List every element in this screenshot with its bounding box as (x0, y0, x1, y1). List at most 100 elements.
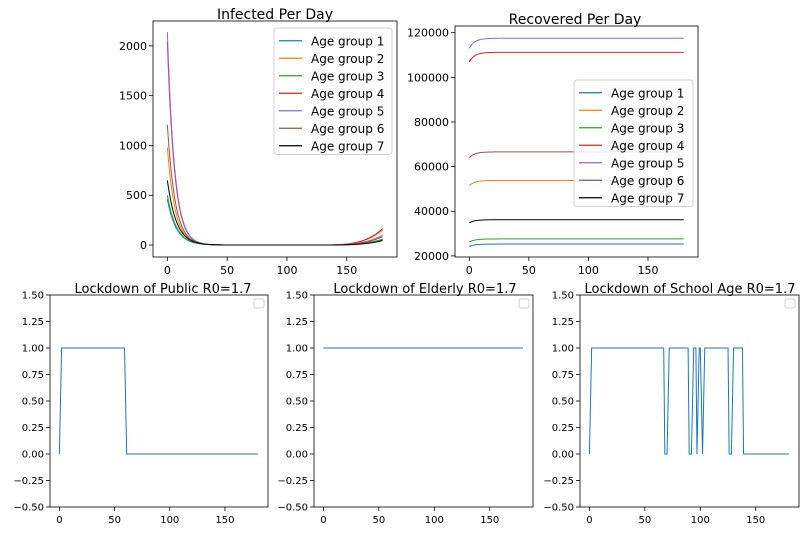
x-tick-label: 0 (164, 264, 171, 277)
title-recovered-per-day: Recovered Per Day (509, 12, 642, 28)
legend-label: Age group 2 (611, 104, 684, 118)
legend-label: Age group 5 (311, 104, 384, 118)
y-tick-label: 0.75 (286, 370, 308, 381)
legend-box-empty (253, 298, 265, 309)
y-tick-label: 1.50 (552, 291, 574, 302)
y-tick-label: 1.50 (22, 291, 44, 302)
y-tick-label: 1.25 (286, 317, 308, 328)
y-tick-label: 0.50 (22, 397, 44, 408)
legend-label: Age group 1 (311, 34, 384, 48)
y-tick-label: 0.00 (286, 450, 308, 461)
y-tick-label: −0.25 (277, 476, 308, 487)
x-tick-label: 150 (336, 264, 357, 277)
x-tick-label: 150 (215, 515, 234, 526)
legend-label: Age group 2 (311, 52, 384, 66)
x-tick-label: 100 (425, 515, 444, 526)
legend-box-empty (784, 298, 796, 309)
x-tick-label: 50 (639, 515, 652, 526)
x-tick-label: 100 (691, 515, 710, 526)
legend-label: Age group 6 (611, 174, 684, 188)
y-tick-label: 1.25 (552, 317, 574, 328)
title-lockdown-elderly: Lockdown of Elderly R0=1.7 (333, 282, 516, 297)
y-tick-label: 0.25 (552, 423, 574, 434)
plot-frame (49, 294, 269, 508)
y-tick-label: 0.00 (22, 450, 44, 461)
x-tick-label: 150 (746, 515, 765, 526)
x-tick-label: 50 (220, 264, 234, 277)
x-tick-label: 150 (480, 515, 499, 526)
y-tick-label: 1.25 (22, 317, 44, 328)
series-line-age-group-7 (166, 180, 383, 246)
series-line-age-group-1 (469, 243, 684, 247)
legend-label: Age group 7 (311, 139, 384, 153)
y-tick-label: 0.75 (552, 370, 574, 381)
x-tick-label: 100 (276, 264, 297, 277)
y-tick-label: 2000 (119, 40, 147, 53)
y-tick-label: 0.50 (552, 397, 574, 408)
y-tick-label: −0.25 (543, 476, 574, 487)
x-tick-label: 0 (56, 515, 62, 526)
legend-label: Age group 4 (311, 87, 384, 101)
legend-label: Age group 5 (611, 156, 684, 170)
x-tick-label: 50 (108, 515, 121, 526)
y-tick-label: 0 (140, 239, 147, 252)
legend-box (573, 79, 694, 207)
chart-lockdown-school-age: Lockdown of School Age R0=1.7 0 50 100 150 −… (543, 282, 800, 526)
chart-lockdown-elderly: Lockdown of Elderly R0=1.7 0 50 100 150 −0.5… (277, 282, 534, 526)
series-line-lockdown (58, 347, 259, 455)
x-tick-label: 0 (586, 515, 592, 526)
series-line-age-group-1 (166, 199, 383, 246)
title-lockdown-public: Lockdown of Public R0=1.7 (75, 282, 252, 297)
y-tick-label: −0.50 (13, 503, 44, 514)
y-tick-label: 20000 (414, 250, 449, 263)
y-tick-label: 0.25 (22, 423, 44, 434)
y-tick-label: −0.50 (277, 503, 308, 514)
y-tick-label: 120000 (407, 27, 449, 40)
y-tick-label: 1.00 (22, 344, 44, 355)
legend-label: Age group 4 (611, 139, 684, 153)
y-tick-label: 80000 (414, 116, 449, 129)
y-tick-label: 0.25 (286, 423, 308, 434)
plot-frame (454, 25, 699, 258)
y-tick-label: −0.50 (543, 503, 574, 514)
plot-frame (313, 294, 534, 508)
y-tick-label: 0.00 (552, 450, 574, 461)
chart-recovered-per-day: Recovered Per Day 0 50 100 150 20000 40000 600… (407, 12, 699, 277)
y-tick-label: 1000 (119, 139, 147, 152)
legend-label: Age group 1 (611, 86, 684, 100)
series-line-age-group-5 (468, 37, 684, 49)
x-tick-label: 0 (466, 264, 473, 277)
y-tick-label: −0.25 (13, 476, 44, 487)
series-line-age-group-3 (166, 195, 383, 246)
y-tick-label: 40000 (414, 205, 449, 218)
legend-label: Age group 3 (611, 121, 684, 135)
legend-label: Age group 6 (311, 122, 384, 136)
series-line-age-group-2 (166, 147, 383, 246)
y-tick-label: 0.75 (22, 370, 44, 381)
y-tick-label: 0.50 (286, 397, 308, 408)
x-tick-label: 100 (160, 515, 179, 526)
y-tick-label: 100000 (407, 71, 449, 84)
series-line-age-group-7 (469, 219, 684, 224)
y-tick-label: 500 (126, 189, 147, 202)
legend-label: Age group 3 (311, 69, 384, 83)
y-tick-label: 60000 (414, 161, 449, 174)
chart-lockdown-public: Lockdown of Public R0=1.7 0 50 100 150 −0.50… (13, 282, 269, 526)
legend-box-empty (518, 298, 530, 309)
plot-frame (152, 20, 398, 258)
x-tick-label: 50 (522, 264, 536, 277)
series-line-age-group-4 (468, 51, 684, 62)
chart-infected-per-day: Infected Per Day 0 50 100 15005001000150020… (119, 7, 398, 277)
plot-frame (579, 294, 800, 508)
legend-label: Age group 7 (611, 191, 684, 205)
x-tick-label: 150 (637, 264, 658, 277)
y-tick-label: 1.00 (552, 344, 574, 355)
x-tick-label: 0 (320, 515, 326, 526)
x-tick-label: 50 (373, 515, 386, 526)
title-lockdown-school-age: Lockdown of School Age R0=1.7 (585, 282, 796, 297)
y-tick-label: 1.00 (286, 344, 308, 355)
x-tick-label: 100 (578, 264, 599, 277)
y-tick-label: 1500 (119, 90, 147, 103)
title-infected-per-day: Infected Per Day (217, 7, 333, 23)
